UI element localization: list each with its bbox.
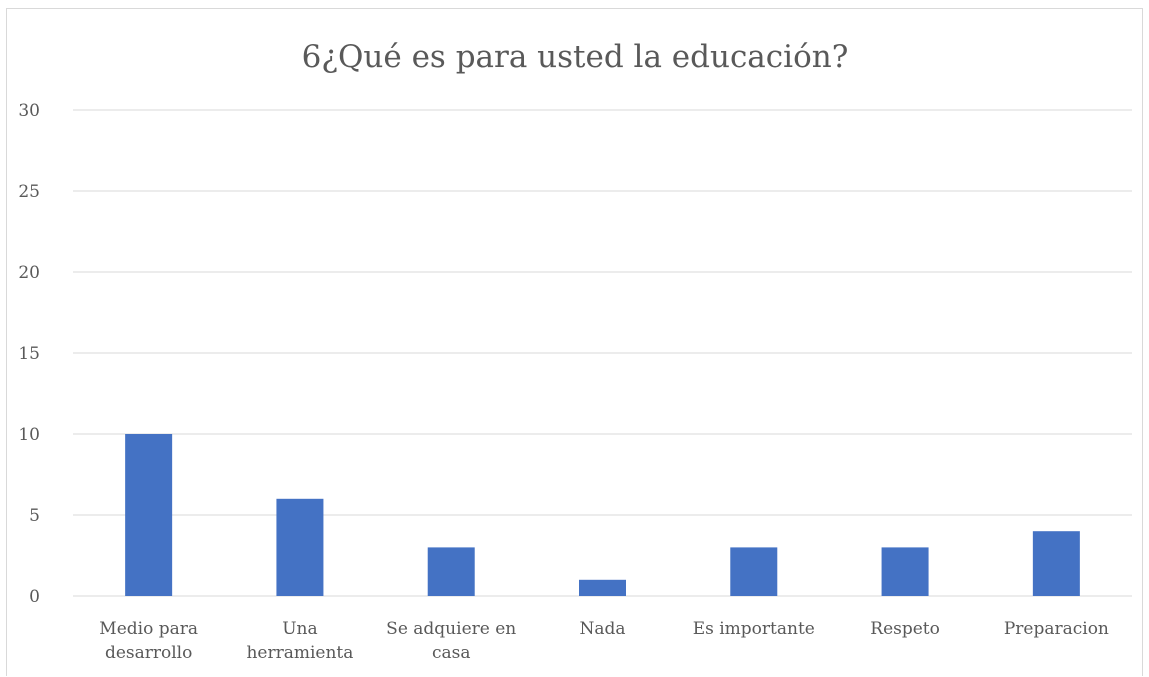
bar [730, 547, 778, 596]
bar [881, 547, 929, 596]
y-tick-label: 25 [18, 182, 40, 202]
x-category-label: Respeto [870, 619, 940, 639]
grid-lines [73, 109, 1132, 597]
x-axis-category-labels: Medio para desarrollo Una herramienta Se adq… [99, 619, 1109, 663]
y-tick-label: 0 [29, 587, 40, 607]
bars [125, 434, 1080, 596]
y-axis-tick-labels: 0 5 10 15 20 25 30 [18, 101, 40, 607]
x-category-label: Se adquiere en casa [386, 619, 516, 663]
bar [125, 434, 173, 596]
y-tick-label: 20 [18, 263, 40, 283]
x-category-label: Medio para desarrollo [99, 619, 198, 663]
chart-title: 6¿Qué es para usted la educación? [302, 39, 849, 75]
x-category-label: Nada [579, 619, 625, 639]
y-tick-label: 5 [29, 506, 40, 526]
bar [276, 498, 324, 596]
x-category-label: Preparacion [1004, 619, 1109, 639]
y-tick-label: 15 [18, 344, 40, 364]
chart-frame: 6¿Qué es para usted la educación? 0 5 10 15… [6, 8, 1143, 676]
bar [1032, 531, 1080, 596]
bar-chart: 6¿Qué es para usted la educación? 0 5 10 15… [18, 39, 1132, 663]
x-category-label: Una herramienta [246, 619, 353, 663]
bar [579, 579, 626, 596]
x-category-label: Es importante [693, 619, 815, 639]
y-tick-label: 30 [18, 101, 40, 121]
y-tick-label: 10 [18, 425, 40, 445]
bar [427, 547, 475, 596]
